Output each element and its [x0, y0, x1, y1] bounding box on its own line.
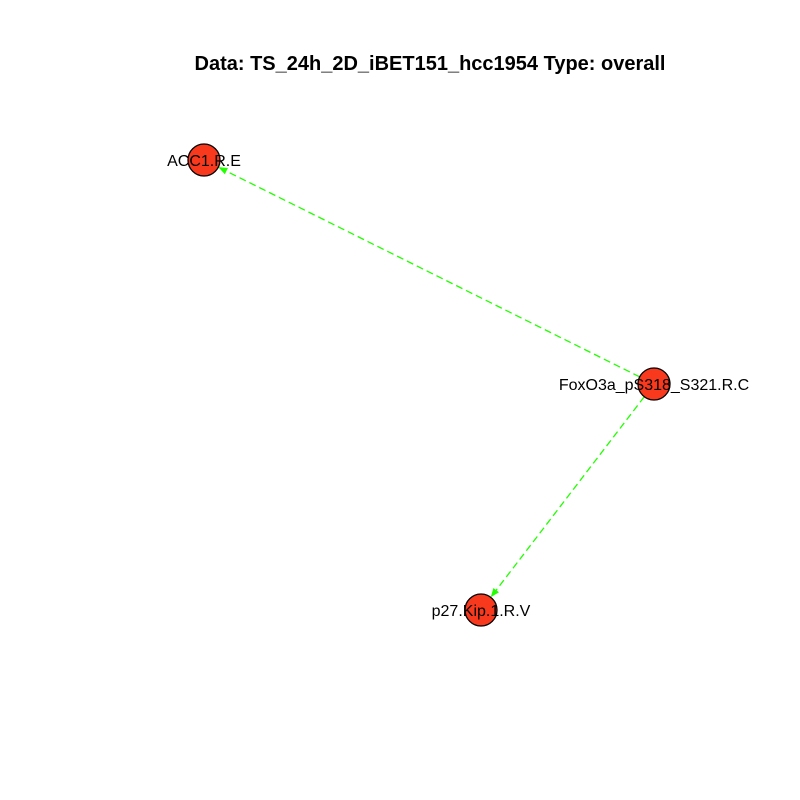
node-foxo3a: FoxO3a_pS318_S321.R.C — [559, 367, 749, 401]
edge-arrowhead — [490, 588, 499, 598]
edges-layer — [218, 166, 645, 598]
node-circle — [187, 143, 221, 177]
node-p27: p27.Kip.1.R.V — [432, 593, 531, 627]
node-circle — [464, 593, 498, 627]
diagram-title: Data: TS_24h_2D_iBET151_hcc1954 Type: ov… — [195, 53, 666, 75]
edge-line — [218, 166, 640, 378]
nodes-layer: ACC1.R.E FoxO3a_pS318_S321.R.C p27.Kip.1.R… — [167, 143, 749, 627]
node-circle — [637, 367, 671, 401]
edge-foxo3a-to-p27 — [490, 396, 645, 598]
node-acc1: ACC1.R.E — [167, 143, 241, 177]
edge-line — [490, 396, 645, 598]
edge-foxo3a-to-acc1 — [218, 166, 640, 378]
node-label: ACC1.R.E — [167, 153, 241, 170]
edge-arrowhead — [218, 167, 228, 175]
node-label: FoxO3a_pS318_S321.R.C — [559, 377, 749, 394]
node-label: p27.Kip.1.R.V — [432, 603, 531, 620]
